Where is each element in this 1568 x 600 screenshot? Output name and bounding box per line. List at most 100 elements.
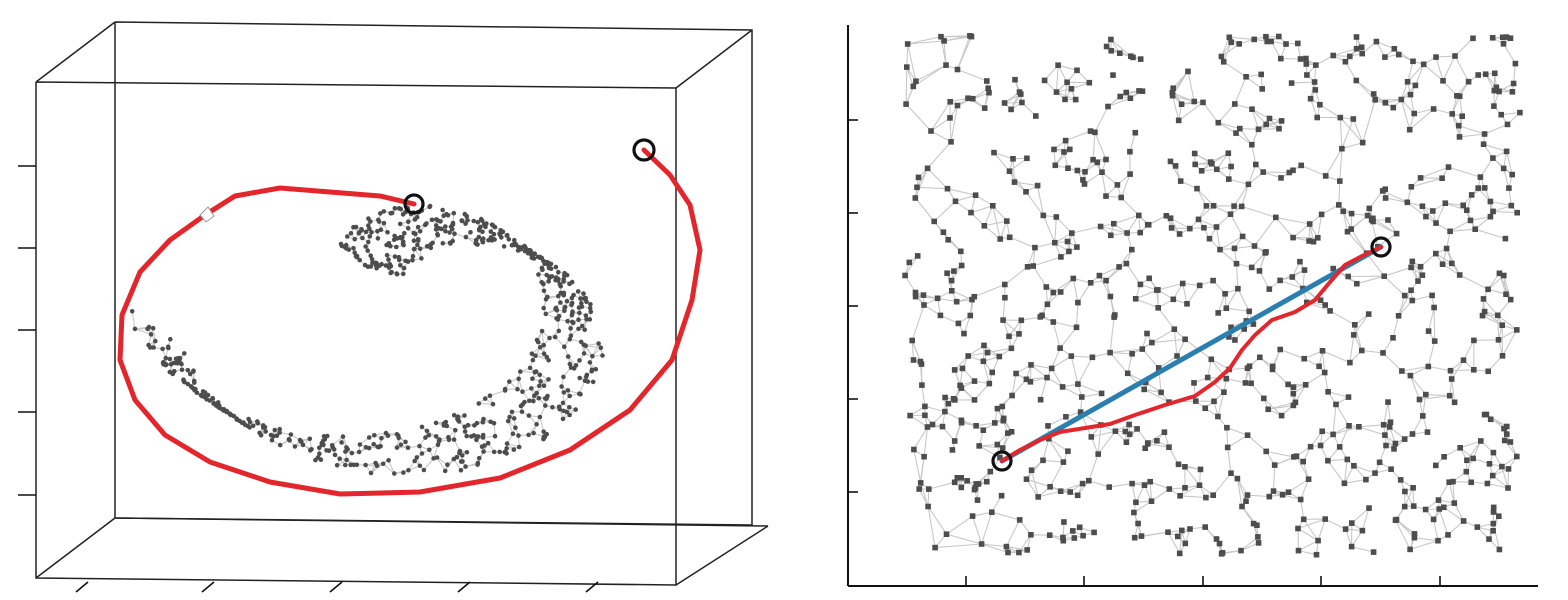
graph-node xyxy=(1210,492,1216,498)
graph-node xyxy=(1336,444,1343,450)
graph-node xyxy=(910,83,917,90)
graph-node xyxy=(1196,482,1203,488)
graph-edge xyxy=(920,456,925,483)
graph-node xyxy=(958,248,964,255)
graph-edge xyxy=(1226,307,1250,312)
graph-node xyxy=(1390,104,1397,111)
graph-edge xyxy=(1383,401,1389,425)
graph-node xyxy=(1316,363,1322,370)
graph-node xyxy=(1231,245,1238,252)
graph-edge xyxy=(1433,519,1439,541)
graph-node xyxy=(1195,216,1202,223)
graph-node xyxy=(1060,459,1067,465)
graph-node xyxy=(1127,171,1133,177)
graph-node xyxy=(1470,35,1476,42)
graph-node xyxy=(997,236,1003,242)
graph-node xyxy=(1064,79,1070,86)
graph-node xyxy=(1295,525,1301,532)
graph-node xyxy=(1340,208,1346,215)
graph-node xyxy=(1480,141,1487,147)
graph-node xyxy=(1086,79,1093,86)
graph-node xyxy=(1235,285,1241,292)
graph-node xyxy=(1179,527,1185,534)
graph-node xyxy=(1302,382,1309,388)
graph-edge xyxy=(1425,394,1450,397)
graph-node xyxy=(1425,328,1432,334)
graph-node xyxy=(903,101,909,107)
graph-node xyxy=(1307,443,1314,450)
graph-node xyxy=(1184,301,1190,307)
graph-edge xyxy=(1235,263,1239,289)
graph-edge xyxy=(1414,537,1439,542)
graph-node xyxy=(1322,302,1328,308)
graph-node xyxy=(920,292,927,298)
graph-node xyxy=(1311,79,1318,85)
graph-node xyxy=(949,447,956,453)
graph-node xyxy=(1381,273,1387,279)
graph-node xyxy=(1193,398,1199,404)
graph-node xyxy=(1499,463,1505,470)
graph-edge xyxy=(1297,528,1319,542)
graph-node xyxy=(1366,205,1373,212)
graph-node xyxy=(1289,274,1296,280)
graph-edge xyxy=(1409,540,1439,550)
graph-node xyxy=(1383,442,1389,449)
graph-node xyxy=(1233,260,1240,267)
graph-edge xyxy=(1414,64,1425,86)
graph-node xyxy=(1391,446,1397,452)
graph-node xyxy=(1080,532,1086,539)
graph-node xyxy=(1208,356,1215,363)
graph-edge xyxy=(946,515,973,535)
graph-node xyxy=(1344,456,1351,463)
graph-node xyxy=(912,195,919,201)
graph-node xyxy=(944,185,951,192)
graph-node xyxy=(1234,475,1241,482)
graph-node xyxy=(1106,484,1112,490)
graph-node xyxy=(1465,78,1472,85)
graph-node xyxy=(1348,210,1355,217)
graph-node xyxy=(1452,53,1458,59)
graph-edge xyxy=(1247,494,1270,498)
graph-edge xyxy=(134,328,152,335)
graph-node xyxy=(996,353,1003,360)
graph-edge xyxy=(1321,350,1326,373)
graph-node xyxy=(1501,272,1507,279)
graph-node xyxy=(1471,367,1477,373)
graph-node xyxy=(984,78,990,84)
graph-node xyxy=(1411,531,1418,537)
graph-node xyxy=(1460,518,1467,524)
graph-node xyxy=(1127,95,1134,101)
graph-node xyxy=(1136,212,1142,219)
graph-node xyxy=(1270,488,1277,494)
graph-node xyxy=(1086,477,1092,484)
graph-node xyxy=(1481,131,1488,137)
graph-node xyxy=(1263,33,1269,40)
graph-node xyxy=(1074,67,1080,74)
graph-edge xyxy=(1141,531,1169,537)
graph-node xyxy=(1480,296,1487,302)
graph-node xyxy=(1486,536,1492,542)
graph-node xyxy=(984,478,990,485)
graph-node xyxy=(1431,304,1437,311)
graph-edge xyxy=(1422,394,1427,416)
graph-node xyxy=(953,298,960,305)
graph-edge xyxy=(1150,481,1170,490)
graph-node xyxy=(1103,277,1109,284)
graph-node xyxy=(906,259,913,266)
graph-node xyxy=(1370,549,1377,555)
graph-node xyxy=(914,253,921,259)
graph-node xyxy=(1477,174,1484,180)
graph-node xyxy=(1211,398,1217,405)
graph-node xyxy=(1298,162,1304,169)
graph-node xyxy=(1407,546,1413,553)
graph-node xyxy=(1423,213,1429,220)
graph-node xyxy=(1112,312,1118,318)
graph-node xyxy=(1082,169,1088,175)
graph-node xyxy=(1390,335,1396,341)
graph-edge xyxy=(947,188,976,196)
graph-node xyxy=(1172,163,1179,169)
graph-node xyxy=(1459,113,1465,119)
graph-edge xyxy=(1297,528,1300,551)
graph-node xyxy=(1337,114,1344,121)
graph-node xyxy=(1126,431,1133,437)
